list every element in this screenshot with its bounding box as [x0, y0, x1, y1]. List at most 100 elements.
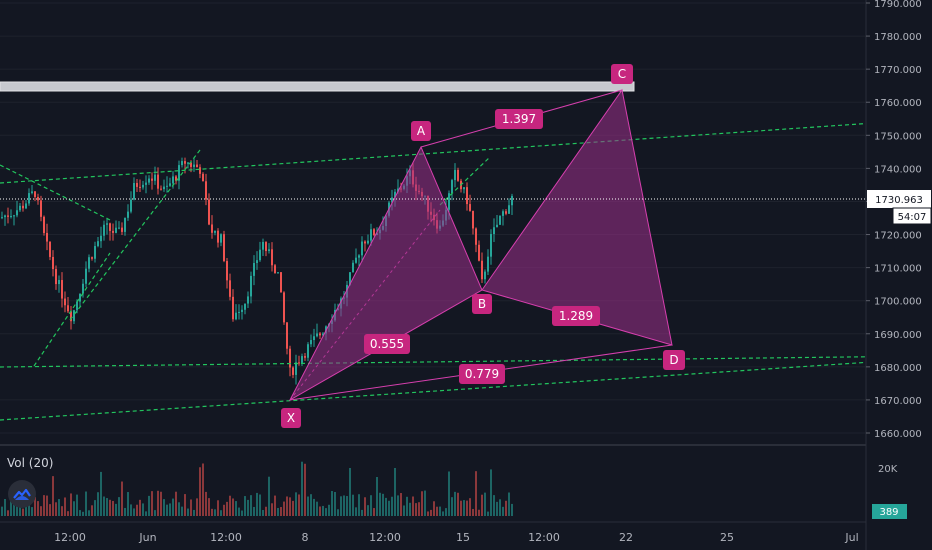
volume-bar: [367, 505, 369, 516]
trend-lines[interactable]: [0, 118, 932, 421]
x-tick-5: 15: [456, 531, 470, 544]
volume-bar: [103, 496, 105, 516]
candle-body: [175, 176, 177, 181]
ratio-label-xab[interactable]: 0.555: [364, 334, 410, 354]
candle-body: [238, 311, 240, 313]
volume-bar: [262, 509, 264, 516]
candle-body: [352, 262, 354, 273]
candle-body: [16, 210, 18, 216]
candle-body: [367, 240, 369, 244]
volume-bar: [397, 495, 399, 516]
time-axis[interactable]: 12:00 Jun 12:00 8 12:00 15 12:00 22 25 J…: [0, 521, 866, 544]
volume-bar: [247, 499, 249, 516]
candle-body: [349, 272, 351, 285]
volume-bar: [154, 510, 156, 516]
x-tick-8: 25: [720, 531, 734, 544]
volume-tick-20k: 20K: [878, 464, 898, 475]
y-tick-label: 1770.000: [874, 65, 922, 76]
volume-bar: [157, 490, 159, 516]
candle-body: [457, 169, 459, 181]
volume-bar: [97, 492, 99, 516]
y-tick-label: 1750.000: [874, 131, 922, 142]
svg-text:C: C: [618, 67, 626, 81]
volume-bar: [499, 499, 501, 516]
volume-bar: [85, 491, 87, 516]
candle-body: [478, 244, 480, 261]
point-label-b[interactable]: B: [472, 294, 492, 314]
candle-body: [106, 223, 108, 225]
candle-body: [508, 205, 510, 214]
svg-text:54:07: 54:07: [898, 212, 927, 223]
y-tick-label: 1790.000: [874, 0, 922, 10]
volume-bar: [313, 498, 315, 516]
volume-bar: [325, 508, 327, 516]
candle-body: [487, 256, 489, 272]
candle-body: [190, 162, 192, 167]
volume-bar: [244, 496, 246, 516]
trendline-lower-2: [0, 357, 932, 421]
resistance-zone[interactable]: [0, 81, 635, 92]
volume-bar: [253, 506, 255, 516]
volume-bar: [256, 492, 258, 516]
point-label-x[interactable]: X: [281, 408, 301, 428]
volume-bar: [406, 496, 408, 516]
volume-bar: [73, 501, 75, 516]
candle-body: [289, 348, 291, 368]
point-label-d[interactable]: D: [663, 350, 685, 370]
svg-text:1730.963: 1730.963: [875, 195, 923, 206]
volume-bar: [49, 504, 51, 516]
ratio-label-bcd[interactable]: 1.289: [552, 306, 600, 326]
volume-bar: [181, 506, 183, 516]
volume-bar: [286, 496, 288, 516]
point-label-c[interactable]: C: [611, 64, 633, 84]
ratio-label-xad[interactable]: 0.779: [459, 364, 505, 384]
volume-bar: [196, 498, 198, 516]
harmonic-pattern[interactable]: X A B C D 0.555 1.397 1.289: [281, 64, 685, 428]
candle-body: [208, 199, 210, 225]
candle-body: [214, 230, 216, 233]
volume-bar: [169, 503, 171, 516]
candle-body: [7, 215, 9, 217]
volume-bar: [298, 494, 300, 516]
candle-body: [40, 200, 42, 217]
svg-text:1.289: 1.289: [559, 309, 593, 323]
candle-body: [154, 174, 156, 181]
point-label-a[interactable]: A: [411, 121, 431, 141]
candle-body: [43, 216, 45, 233]
tradingview-logo-icon[interactable]: [8, 480, 36, 508]
volume-bar: [235, 501, 237, 516]
volume-bar: [493, 495, 495, 516]
volume-bar: [214, 509, 216, 516]
volume-bar: [55, 502, 57, 516]
volume-bar: [172, 498, 174, 516]
volume-bar: [373, 508, 375, 516]
volume-bar: [16, 502, 18, 516]
countdown-badge: 54:07: [892, 207, 932, 225]
volume-bar: [409, 502, 411, 516]
volume-bar: [100, 471, 102, 516]
candle-body: [133, 183, 135, 200]
volume-bar: [394, 467, 396, 516]
volume-bar: [463, 500, 465, 516]
ratio-label-abc[interactable]: 1.397: [495, 109, 543, 129]
volume-bar: [454, 491, 456, 516]
volume-bar: [112, 500, 114, 516]
candle-body: [112, 230, 114, 233]
candle-body: [463, 187, 465, 190]
volume-indicator-label[interactable]: Vol (20): [7, 456, 54, 470]
volume-bar: [388, 500, 390, 516]
volume-bar: [145, 511, 147, 516]
y-tick-label: 1660.000: [874, 429, 922, 440]
candle-body: [205, 181, 207, 200]
volume-bar: [34, 497, 36, 516]
candle-body: [196, 164, 198, 168]
price-axis[interactable]: 1790.000 1780.000 1770.000 1760.000 1750.000…: [865, 0, 932, 550]
candle-body: [4, 215, 6, 218]
candle-body: [472, 210, 474, 229]
candle-body: [85, 268, 87, 284]
candle-body: [301, 356, 303, 363]
candle-body: [28, 193, 30, 204]
candle-body: [55, 269, 57, 285]
volume-bar: [340, 496, 342, 516]
